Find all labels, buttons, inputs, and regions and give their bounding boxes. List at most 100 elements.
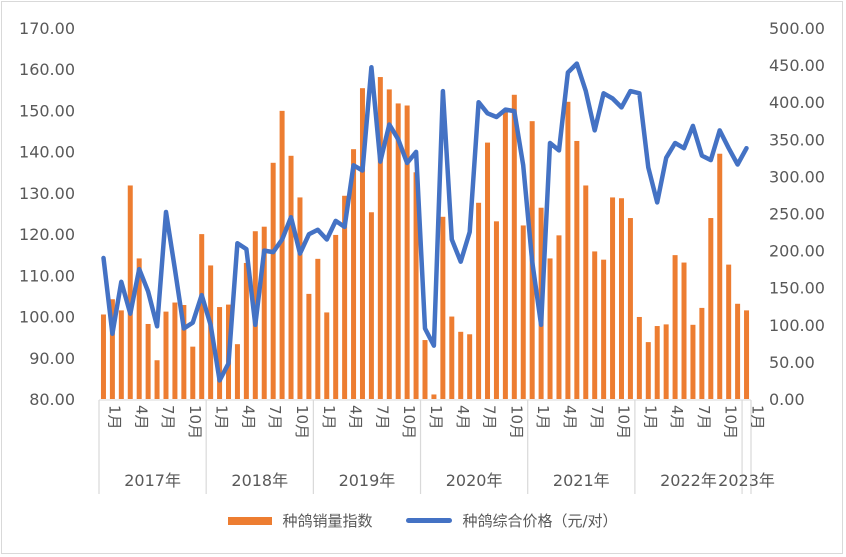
bar — [395, 103, 401, 399]
bar — [217, 307, 223, 399]
bar — [681, 262, 687, 399]
bar — [154, 360, 160, 399]
bar — [109, 299, 115, 399]
year-label: 2021年 — [553, 471, 610, 490]
bar — [136, 258, 142, 399]
bar — [601, 259, 607, 399]
bar — [672, 255, 678, 399]
y-right-tick-label: 0.00 — [769, 390, 805, 409]
bar — [127, 185, 133, 399]
y-right-tick-label: 400.00 — [769, 93, 825, 112]
bar — [386, 89, 392, 399]
month-tick-label: 4月 — [347, 405, 365, 430]
bar — [440, 216, 446, 399]
bar — [404, 105, 410, 400]
bar — [199, 234, 205, 399]
y-right-tick-label: 200.00 — [769, 242, 825, 261]
chart-plot: 80.00 90.00 100.00 110.00 120.00 130.00 140.00… — [19, 19, 825, 494]
bar — [190, 346, 196, 399]
bar — [270, 162, 276, 399]
month-tick-label: 10月 — [400, 405, 418, 439]
month-tick-label: 4月 — [454, 405, 472, 430]
bar — [458, 331, 464, 399]
y-left-tick-label: 140.00 — [19, 143, 75, 162]
bar — [618, 198, 624, 399]
y-right-tick-label: 350.00 — [769, 130, 825, 149]
month-tick-label: 10月 — [186, 405, 204, 439]
bar — [261, 226, 267, 399]
y-left-tick-label: 100.00 — [19, 308, 75, 327]
bar — [485, 142, 491, 399]
month-tick-label: 7月 — [481, 405, 499, 430]
bar — [583, 185, 589, 399]
bar — [172, 302, 178, 399]
bar — [324, 312, 330, 399]
bar — [163, 311, 169, 399]
bar — [377, 77, 383, 399]
bar — [744, 310, 750, 399]
bar — [493, 221, 499, 399]
bar — [699, 307, 705, 399]
y-right-tick-label: 500.00 — [769, 19, 825, 38]
bar — [663, 324, 669, 399]
bar — [502, 109, 508, 400]
y-left-tick-label: 170.00 — [19, 19, 75, 38]
bar — [342, 195, 348, 399]
bar — [690, 324, 696, 399]
y-left-tick-label: 90.00 — [29, 349, 75, 368]
chart-legend: 种鸽销量指数 种鸽综合价格（元/对） — [0, 510, 846, 531]
bar — [100, 314, 106, 399]
bar — [636, 316, 642, 399]
month-tick-label: 7月 — [695, 405, 713, 430]
bar — [520, 225, 526, 399]
bar — [547, 258, 553, 399]
bar — [315, 258, 321, 399]
month-tick-label: 1月 — [427, 405, 445, 430]
y-right-tick-label: 250.00 — [769, 205, 825, 224]
month-tick-label: 1月 — [320, 405, 338, 430]
bar — [431, 394, 437, 399]
bar — [735, 303, 741, 399]
y-left-tick-label: 80.00 — [29, 390, 75, 409]
month-tick-label: 4月 — [239, 405, 257, 430]
y-right-tick-label: 100.00 — [769, 316, 825, 335]
bar — [654, 326, 660, 399]
y-right-tick-label: 50.00 — [769, 353, 815, 372]
month-tick-label: 4月 — [132, 405, 150, 430]
bar — [288, 155, 294, 399]
bar — [413, 172, 419, 399]
month-tick-label: 1月 — [213, 405, 231, 430]
legend-item-price: 种鸽综合价格（元/对） — [406, 510, 618, 531]
y-left-tick-label: 120.00 — [19, 225, 75, 244]
month-tick-label: 7月 — [588, 405, 606, 430]
bar — [565, 101, 571, 399]
month-tick-label: 4月 — [561, 405, 579, 430]
y-right-tick-label: 450.00 — [769, 56, 825, 75]
year-label: 2017年 — [124, 471, 181, 490]
year-label: 2020年 — [446, 471, 503, 490]
line-swatch-icon — [406, 518, 453, 523]
bar — [717, 153, 723, 399]
bar — [511, 94, 517, 399]
bar-swatch-icon — [228, 516, 273, 525]
bar — [297, 197, 303, 399]
month-tick-label: 10月 — [615, 405, 633, 439]
bar — [306, 293, 312, 399]
month-tick-label: 10月 — [293, 405, 311, 439]
bar — [145, 323, 151, 399]
bar — [708, 218, 714, 399]
legend-label-sales-index: 种鸽销量指数 — [282, 512, 373, 530]
y-left-tick-label: 150.00 — [19, 101, 75, 120]
bar — [333, 234, 339, 399]
legend-item-sales-index: 种鸽销量指数 — [228, 510, 372, 531]
y-left-tick-label: 160.00 — [19, 60, 75, 79]
y-right-tick-label: 300.00 — [769, 167, 825, 186]
bar — [645, 342, 651, 399]
year-label: 2022年 — [660, 471, 717, 490]
bar — [449, 316, 455, 399]
legend-label-price: 种鸽综合价格（元/对） — [462, 512, 618, 530]
bar — [726, 264, 732, 399]
y-left-tick-label: 110.00 — [19, 266, 75, 285]
month-tick-label: 7月 — [373, 405, 391, 430]
